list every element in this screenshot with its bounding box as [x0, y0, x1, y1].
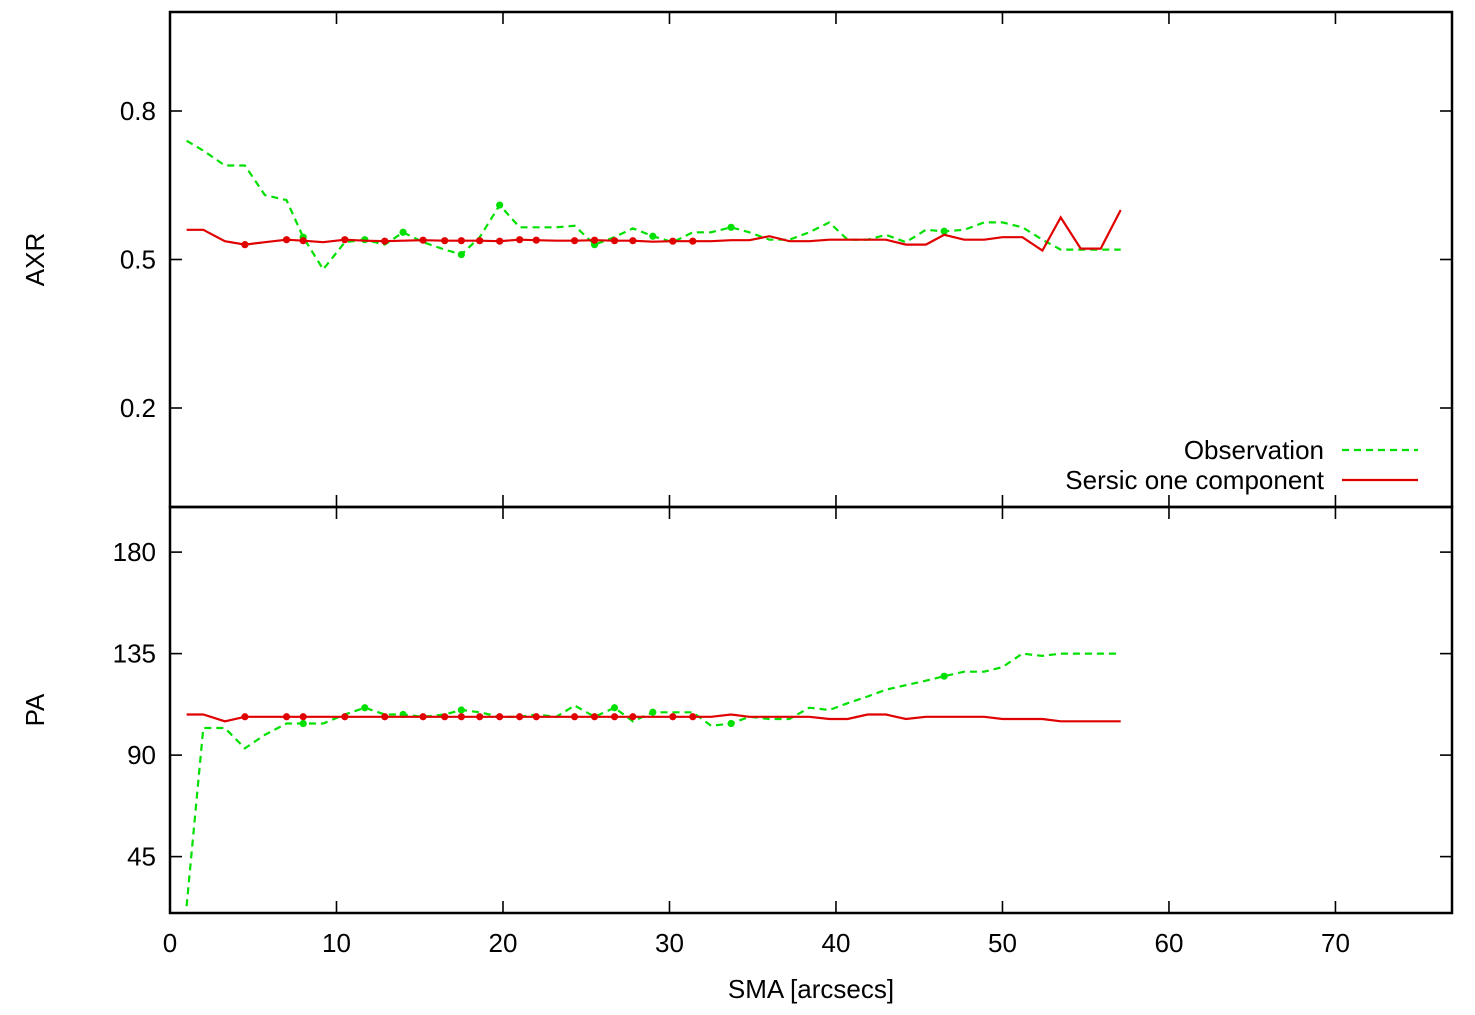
- xtick-label: 40: [822, 928, 851, 958]
- bottom-series-observation-point: [610, 704, 619, 712]
- bottom-series-sersic-point: [282, 713, 291, 721]
- bottom-series-sersic-point: [381, 713, 389, 721]
- xtick-label: 10: [322, 928, 351, 958]
- bottom-series-sersic-point: [299, 713, 307, 721]
- top-series-observation-point: [727, 223, 735, 231]
- legend-label-observation: Observation: [1184, 435, 1324, 465]
- top-series-sersic-point: [476, 237, 484, 245]
- bottom-series-sersic-point: [689, 713, 697, 721]
- bottom-ytick-label: 45: [127, 842, 156, 872]
- xtick-label: 60: [1155, 928, 1184, 958]
- bottom-plot-frame: [168, 505, 1454, 915]
- top-series-sersic-point: [629, 237, 637, 245]
- bottom-series-sersic-point: [419, 713, 427, 721]
- top-series-observation-point: [399, 228, 407, 236]
- bottom-series-sersic-point: [629, 713, 637, 721]
- xtick-label: 20: [489, 928, 518, 958]
- xtick-label: 70: [1321, 928, 1350, 958]
- top-ytick-label: 0.2: [120, 393, 156, 423]
- bottom-series-observation-point: [940, 672, 948, 680]
- top-series-sersic-point: [299, 237, 307, 245]
- bottom-series-sersic-point: [516, 713, 524, 721]
- bottom-ytick-label: 90: [127, 740, 156, 770]
- top-plot-frame: [168, 10, 1454, 509]
- top-series-observation-point: [457, 250, 465, 259]
- top-ytick-label: 0.8: [120, 96, 156, 126]
- xtick-label: 50: [988, 928, 1017, 958]
- top-series-sersic-point: [282, 236, 291, 244]
- top-series-sersic-point: [570, 237, 579, 245]
- top-series-sersic-point: [241, 241, 249, 249]
- bottom-series-sersic-point: [590, 713, 599, 721]
- bottom-series-observation-point: [299, 719, 307, 728]
- top-series-observation-point: [496, 201, 504, 209]
- bottom-series-observation-point: [727, 719, 735, 728]
- top-series-sersic-point: [496, 237, 504, 245]
- bottom-series-sersic-point: [341, 713, 349, 721]
- top-series-sersic-point: [457, 237, 465, 245]
- top-series-observation-point: [940, 227, 948, 235]
- xlabel: SMA [arcsecs]: [728, 974, 894, 1004]
- top-series-sersic-point: [590, 236, 599, 244]
- bottom-series-sersic-point: [476, 713, 484, 721]
- bottom-series-sersic-point: [241, 713, 249, 721]
- legend-label-sersic: Sersic one component: [1065, 465, 1324, 495]
- top-series-observation-point: [649, 232, 657, 240]
- xtick-label: 0: [163, 928, 177, 958]
- bottom-series-observation-point: [361, 704, 369, 712]
- top-series-sersic-point: [689, 237, 697, 245]
- bottom-series-sersic-point: [441, 713, 449, 721]
- bottom-series-sersic-point: [570, 713, 579, 721]
- top-series-sersic-point: [441, 237, 449, 245]
- bottom-ytick-label: 180: [113, 537, 156, 567]
- bottom-series-observation-point: [649, 708, 657, 716]
- top-series-sersic-point: [610, 237, 619, 245]
- bottom-series-sersic-point: [532, 713, 540, 721]
- top-series-sersic-point: [341, 236, 349, 244]
- bottom-series-observation-line: [185, 652, 1121, 907]
- top-series-sersic-point: [669, 237, 677, 245]
- bottom-series-sersic-point: [610, 713, 619, 721]
- top-series-sersic-point: [381, 237, 389, 245]
- bottom-series-sersic-point: [496, 713, 504, 721]
- xtick-label: 30: [655, 928, 684, 958]
- bottom-series-observation-point: [457, 706, 465, 714]
- bottom-series-sersic-point: [669, 713, 677, 721]
- top-series-observation-line: [186, 139, 1121, 272]
- top-ylabel: AXR: [20, 233, 50, 286]
- top-series-sersic-point: [532, 236, 540, 244]
- bottom-ylabel: PA: [20, 693, 50, 726]
- top-series-sersic-point: [516, 236, 524, 244]
- top-series-sersic-point: [419, 236, 427, 244]
- top-ytick-label: 0.5: [120, 245, 156, 275]
- bottom-series-sersic-point: [457, 713, 465, 721]
- top-series-sersic-line: [186, 209, 1122, 253]
- bottom-ytick-label: 135: [113, 639, 156, 669]
